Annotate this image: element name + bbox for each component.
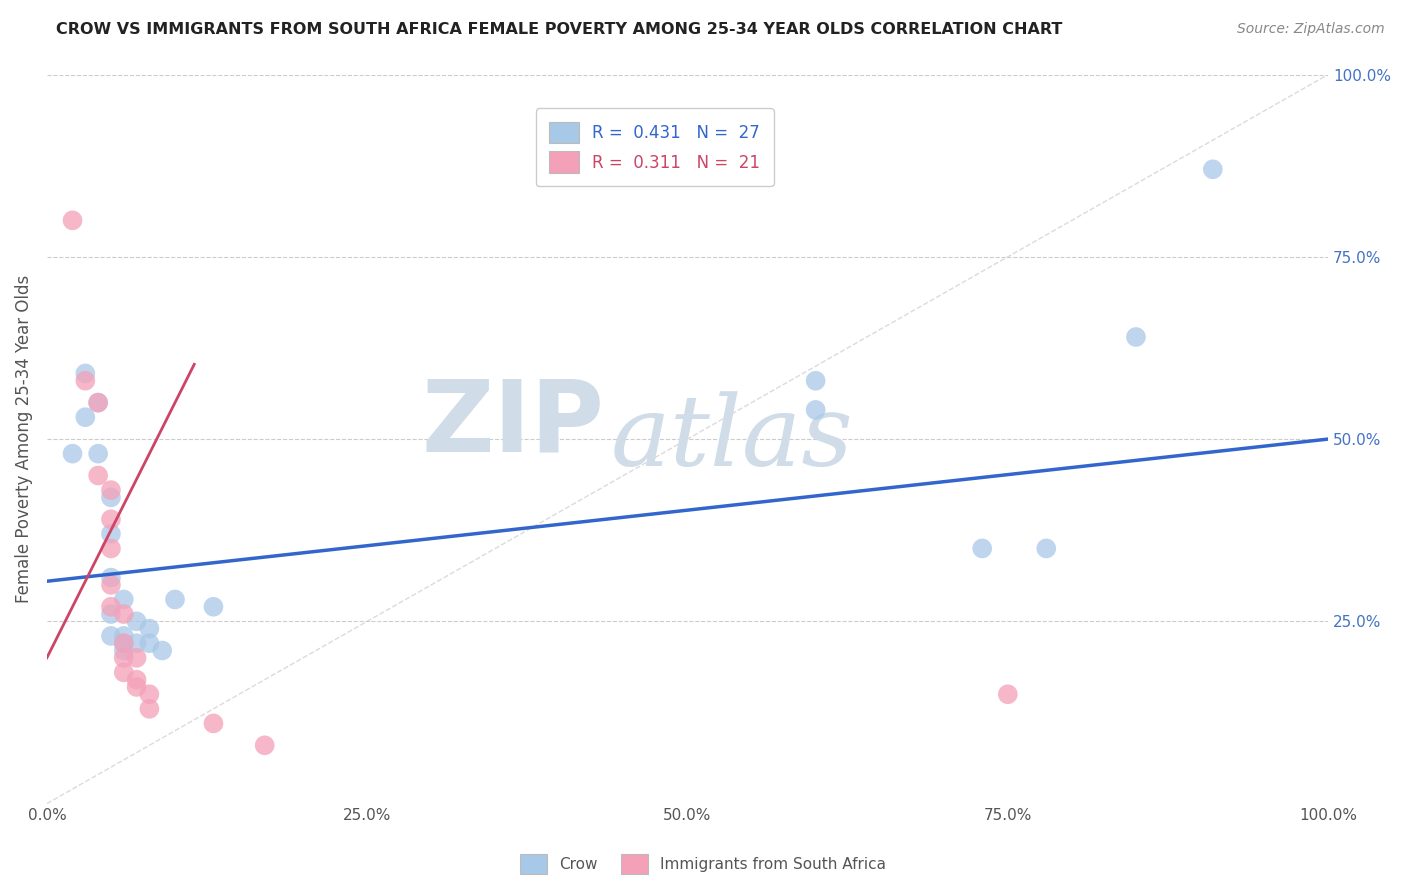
Text: CROW VS IMMIGRANTS FROM SOUTH AFRICA FEMALE POVERTY AMONG 25-34 YEAR OLDS CORREL: CROW VS IMMIGRANTS FROM SOUTH AFRICA FEM…: [56, 22, 1063, 37]
Point: [87, 395, 110, 409]
Point: [138, 622, 160, 636]
Point: [125, 615, 148, 629]
Point: [253, 739, 276, 753]
Point: [100, 526, 122, 541]
Point: [804, 374, 827, 388]
Point: [112, 665, 135, 680]
Point: [87, 468, 110, 483]
Point: [75, 410, 97, 425]
Point: [100, 512, 122, 526]
Point: [138, 702, 160, 716]
Point: [100, 541, 122, 556]
Point: [100, 571, 122, 585]
Text: Source: ZipAtlas.com: Source: ZipAtlas.com: [1237, 22, 1385, 37]
Point: [100, 629, 122, 643]
Point: [112, 629, 135, 643]
Point: [138, 636, 160, 650]
Point: [125, 636, 148, 650]
Point: [112, 636, 135, 650]
Point: [100, 491, 122, 505]
Point: [202, 716, 225, 731]
Point: [75, 374, 97, 388]
Point: [125, 680, 148, 694]
Point: [125, 650, 148, 665]
Point: [125, 673, 148, 687]
Point: [112, 607, 135, 621]
Point: [163, 592, 186, 607]
Point: [112, 643, 135, 657]
Point: [1125, 330, 1147, 344]
Point: [972, 541, 994, 556]
Legend: Crow, Immigrants from South Africa: Crow, Immigrants from South Africa: [513, 848, 893, 880]
Point: [997, 687, 1019, 701]
Point: [75, 367, 97, 381]
Point: [1035, 541, 1057, 556]
Point: [112, 592, 135, 607]
Point: [150, 643, 173, 657]
Point: [62, 213, 84, 227]
Y-axis label: Female Poverty Among 25-34 Year Olds: Female Poverty Among 25-34 Year Olds: [15, 275, 32, 603]
Legend: R =  0.431   N =  27, R =  0.311   N =  21: R = 0.431 N = 27, R = 0.311 N = 21: [536, 108, 773, 186]
Point: [87, 395, 110, 409]
Text: atlas: atlas: [610, 392, 853, 487]
Point: [100, 483, 122, 497]
Point: [112, 650, 135, 665]
Point: [112, 636, 135, 650]
Point: [100, 599, 122, 614]
Point: [1202, 162, 1225, 177]
Point: [202, 599, 225, 614]
Point: [100, 578, 122, 592]
Point: [100, 607, 122, 621]
Text: ZIP: ZIP: [422, 376, 605, 473]
Point: [87, 447, 110, 461]
Point: [804, 403, 827, 417]
Point: [138, 687, 160, 701]
Point: [62, 447, 84, 461]
